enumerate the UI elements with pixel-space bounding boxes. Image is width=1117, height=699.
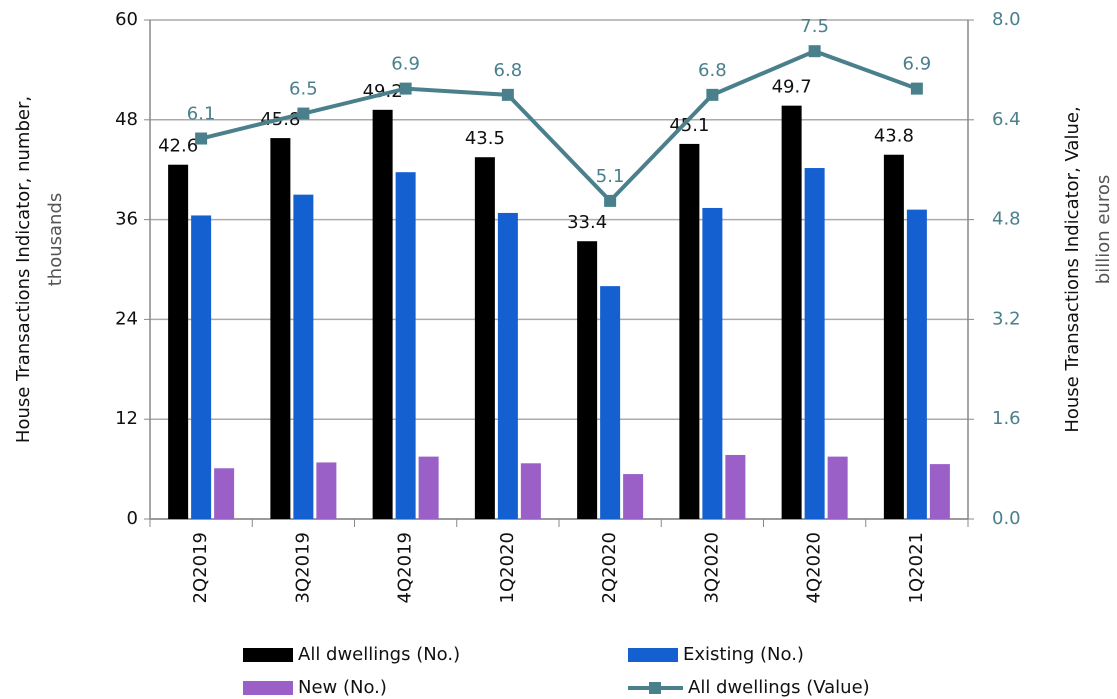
y2-tick-label: 3.2 — [992, 308, 1021, 329]
line — [200, 49, 918, 204]
y2-axis-title: billion euros — [1093, 175, 1114, 284]
line-marker — [604, 194, 617, 207]
bar — [906, 209, 927, 519]
legend-swatch — [243, 648, 293, 662]
data-label: 6.5 — [289, 79, 318, 100]
y2-tick-label: 1.6 — [992, 408, 1021, 429]
line-marker — [399, 82, 412, 95]
bar — [883, 154, 904, 520]
y-tick-label: 0 — [127, 508, 138, 529]
bar — [520, 463, 541, 519]
x-tick-label: 3Q2020 — [701, 532, 722, 603]
y-axis-title: House Transactions Indicator, number, — [13, 96, 34, 443]
data-label: 6.8 — [494, 60, 523, 81]
data-label: 6.1 — [187, 104, 216, 125]
data-label: 7.5 — [800, 16, 829, 37]
y2-tick-label: 8.0 — [992, 9, 1021, 30]
x-tick-label: 4Q2019 — [395, 532, 416, 603]
legend-label: All dwellings (Value) — [688, 677, 870, 698]
bar — [725, 454, 746, 519]
line-marker — [706, 88, 719, 101]
line-marker — [195, 132, 208, 145]
data-label: 49.7 — [772, 77, 812, 98]
bar — [781, 105, 802, 519]
line-marker — [297, 107, 310, 120]
y-axis-title: thousands — [45, 193, 66, 287]
line-marker — [808, 45, 821, 58]
data-label: 6.8 — [698, 60, 727, 81]
data-label: 6.9 — [391, 54, 420, 75]
bar — [316, 462, 337, 519]
bar — [395, 172, 416, 519]
y2-axis-title: House Transactions Indicator, Value, — [1062, 106, 1083, 432]
x-tick-label: 3Q2019 — [292, 532, 313, 603]
bar — [214, 468, 235, 519]
bar — [191, 215, 212, 520]
bar — [623, 474, 644, 519]
legend-swatch — [628, 648, 678, 662]
data-label: 42.6 — [158, 136, 198, 157]
bar — [372, 109, 393, 519]
y2-tick-label: 0.0 — [992, 508, 1021, 529]
bar — [474, 157, 495, 519]
bar — [702, 207, 723, 519]
legend-label: Existing (No.) — [683, 644, 804, 665]
bar — [929, 464, 950, 519]
bar — [600, 286, 621, 519]
line-marker — [501, 88, 514, 101]
legend-label: All dwellings (No.) — [298, 644, 460, 665]
x-tick-label: 4Q2020 — [804, 532, 825, 603]
data-label: 33.4 — [567, 212, 607, 233]
data-label: 5.1 — [596, 166, 625, 187]
bar — [418, 456, 439, 519]
bar — [497, 212, 518, 520]
x-tick-label: 1Q2021 — [906, 532, 927, 603]
bar — [827, 456, 848, 519]
y2-tick-label: 6.4 — [992, 109, 1021, 130]
data-label: 6.9 — [903, 54, 932, 75]
y-tick-label: 24 — [115, 308, 138, 329]
x-tick-label: 2Q2019 — [190, 532, 211, 603]
bar — [679, 143, 700, 519]
data-label: 43.8 — [874, 126, 914, 147]
legend-label: New (No.) — [298, 677, 387, 698]
legend-swatch — [243, 681, 293, 695]
y2-tick-label: 4.8 — [992, 209, 1021, 230]
y-tick-label: 12 — [115, 408, 138, 429]
bar — [577, 241, 598, 519]
bar — [168, 164, 189, 519]
x-tick-label: 2Q2020 — [599, 532, 620, 603]
y-tick-label: 48 — [115, 109, 138, 130]
data-label: 43.5 — [465, 128, 505, 149]
legend-swatch — [649, 682, 661, 694]
bar — [270, 138, 291, 519]
bar — [293, 194, 314, 519]
x-tick-label: 1Q2020 — [497, 532, 518, 603]
y-tick-label: 36 — [115, 209, 138, 230]
y-tick-label: 60 — [115, 9, 138, 30]
bar — [804, 168, 825, 519]
line-marker — [910, 82, 923, 95]
